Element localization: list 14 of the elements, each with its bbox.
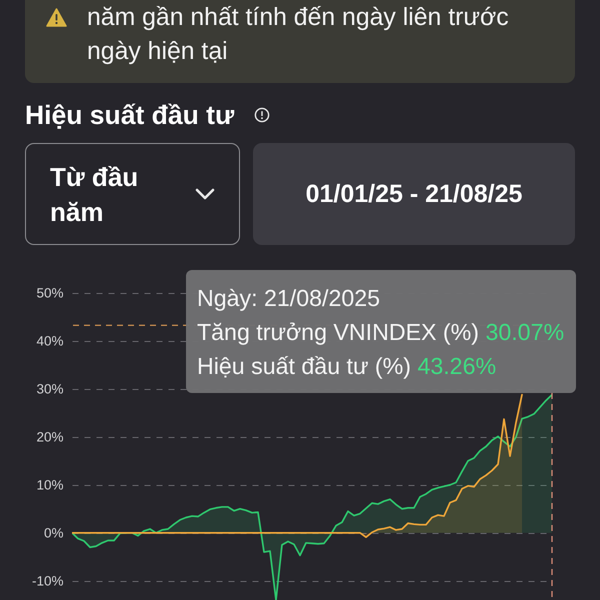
annotation: Tăng trưởng VNINDEX (%) 30.07% xyxy=(197,318,564,347)
y-tick-label: 10% xyxy=(36,477,64,492)
text: 01/01/25 - 21/08/25 xyxy=(304,179,524,209)
y-tick-label: 20% xyxy=(36,429,64,444)
annotation: Hiệu suất đầu tư (%) 43.26% xyxy=(197,352,498,381)
chart-title: Hiệu suất đầu tư xyxy=(25,100,234,130)
y-tick-label: 50% xyxy=(36,286,64,300)
text: Từ đầu năm xyxy=(50,161,140,229)
y-tick-label: 40% xyxy=(36,333,64,348)
y-tick-label: 30% xyxy=(36,381,64,396)
annotation: Ngày: 21/08/2025 xyxy=(197,284,382,313)
y-tick-label: 0% xyxy=(44,525,64,540)
text: năm gần nhất tính đến ngày liên trước ngày hiện tại xyxy=(87,3,510,67)
y-tick-label: -10% xyxy=(32,573,64,588)
